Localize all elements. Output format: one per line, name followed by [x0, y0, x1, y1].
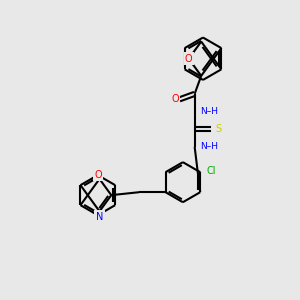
Text: N–H: N–H [200, 142, 218, 152]
Text: O: O [185, 54, 193, 64]
Text: S: S [215, 124, 221, 134]
Text: O: O [171, 94, 179, 104]
Text: N: N [96, 212, 103, 222]
Text: N–H: N–H [200, 107, 218, 116]
Text: O: O [94, 169, 102, 179]
Text: Cl: Cl [206, 166, 216, 176]
